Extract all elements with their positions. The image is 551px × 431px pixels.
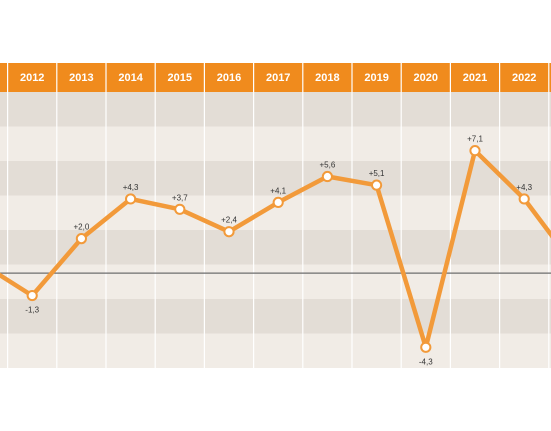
year-label-2018: 2018 <box>315 72 339 84</box>
year-label-2020: 2020 <box>414 72 438 84</box>
data-label-2019: +5,1 <box>369 169 385 178</box>
data-point-2014 <box>125 193 137 205</box>
year-label-2021: 2021 <box>463 72 487 84</box>
year-label-2015: 2015 <box>168 72 192 84</box>
year-label-2013: 2013 <box>69 72 93 84</box>
year-header-bar <box>0 63 551 92</box>
data-label-2017: +4,1 <box>270 186 286 195</box>
background-band <box>0 92 551 127</box>
data-point-2017 <box>272 196 284 208</box>
data-point-2018 <box>321 170 333 183</box>
data-point-2016 <box>223 226 235 238</box>
data-point-2015 <box>174 203 186 215</box>
year-label-2022: 2022 <box>512 72 536 84</box>
data-point-2013 <box>75 233 88 245</box>
background-band <box>0 230 551 265</box>
data-label-2015: +3,7 <box>172 193 188 202</box>
year-label-2016: 2016 <box>217 72 241 84</box>
data-point-2012 <box>26 289 38 302</box>
data-label-2012: -1,3 <box>25 306 39 315</box>
data-label-2022: +4,3 <box>516 183 532 192</box>
data-points <box>26 145 530 353</box>
data-point-2020 <box>420 341 432 353</box>
data-point-2021 <box>469 145 481 157</box>
data-point-2022 <box>518 193 530 205</box>
year-label-2012: 2012 <box>20 72 44 84</box>
data-label-2021: +7,1 <box>467 135 483 144</box>
data-label-2014: +4,3 <box>123 183 139 192</box>
background-band <box>0 333 551 368</box>
year-label-2014: 2014 <box>118 72 143 84</box>
data-label-2016: +2,4 <box>221 216 237 225</box>
background-band <box>0 264 551 299</box>
background-band <box>0 126 551 161</box>
data-label-2013: +2,0 <box>74 223 90 232</box>
data-label-2018: +5,6 <box>320 161 336 170</box>
background-band <box>0 299 551 334</box>
year-label-2019: 2019 <box>364 72 388 84</box>
background-band <box>0 161 551 196</box>
data-label-2020: -4,3 <box>419 357 433 366</box>
data-point-2019 <box>371 179 383 191</box>
year-label-2017: 2017 <box>266 72 290 84</box>
year-header-labels: 2012 2013 2014 2015 2016 2017 2018 2019 2020 2021… <box>6 63 550 92</box>
data-labels: -1,3 +2,0 +4,3 +3,7 +2,4 +4,1 +5,6 +5,1 -4,3 +7,1… <box>25 135 532 367</box>
